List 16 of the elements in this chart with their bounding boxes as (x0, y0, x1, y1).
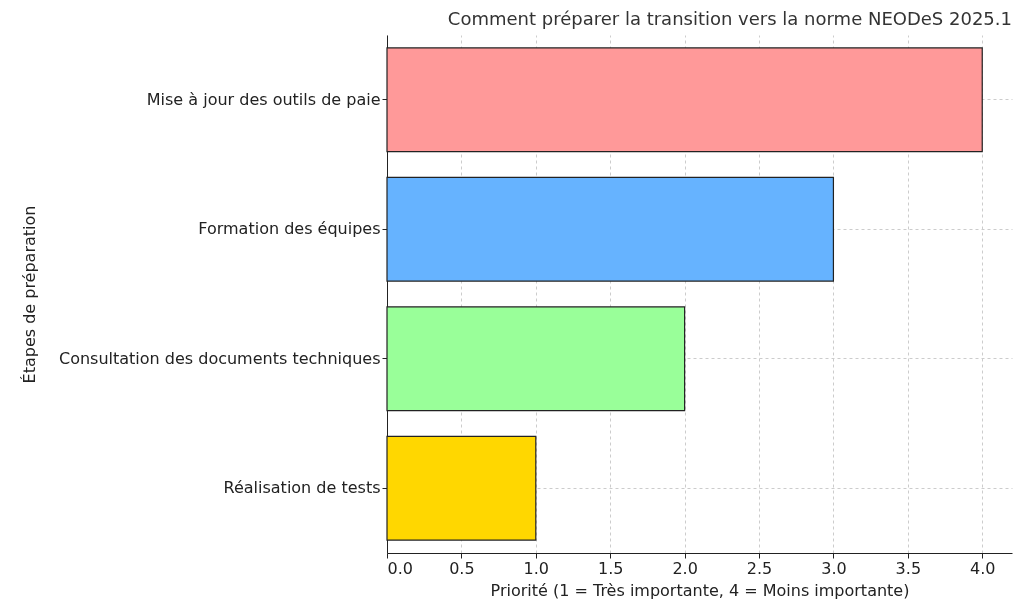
x-tick-label: 0.5 (449, 558, 475, 578)
y-axis-title: Étapes de préparation (19, 205, 39, 384)
y-tick-label: Formation des équipes (198, 219, 381, 239)
chart-title: Comment préparer la transition vers la norme NEODeS 2025.1 (447, 8, 1012, 29)
x-tick-label: 3.5 (895, 558, 922, 578)
x-tick-label: 1.0 (523, 558, 550, 578)
x-tick-label: 0.0 (387, 558, 413, 578)
y-tick-label: Mise à jour des outils de paie (146, 89, 381, 109)
y-tick-label: Consultation des documents techniques (58, 348, 381, 368)
x-tick-label: 4.0 (970, 558, 996, 578)
x-tick-label: 2.0 (672, 558, 698, 578)
y-tick-label: Réalisation de tests (223, 478, 381, 498)
x-tick-label: 1.5 (597, 558, 624, 578)
x-tick-label: 2.5 (746, 558, 773, 578)
x-axis-title: Priorité (1 = Très importante, 4 = Moins importante) (490, 580, 910, 600)
x-tick-label: 3.0 (821, 558, 847, 578)
